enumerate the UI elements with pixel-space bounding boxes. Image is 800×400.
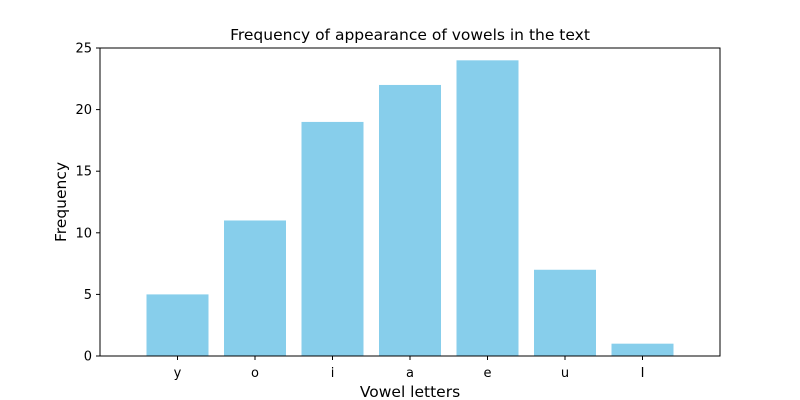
bar-u: [534, 269, 596, 356]
x-tick-label: I: [641, 366, 645, 381]
y-tick-label: 0: [84, 350, 92, 365]
x-axis-label: Vowel letters: [360, 383, 460, 400]
chart-title: Frequency of appearance of vowels in the…: [230, 26, 590, 44]
x-tick-label: e: [484, 366, 492, 381]
bar-i: [301, 121, 364, 356]
y-tick-label: 15: [75, 165, 92, 180]
y-tick-label: 20: [75, 103, 92, 118]
bar-I: [611, 343, 674, 356]
bar-o: [224, 220, 286, 356]
bar-a: [379, 84, 441, 357]
y-tick-label: 10: [75, 226, 92, 241]
y-axis-label: Frequency: [52, 162, 70, 242]
x-tick-label: a: [406, 366, 414, 381]
bar-y: [146, 294, 209, 356]
bar-e: [456, 60, 519, 356]
y-tick-label: 25: [75, 42, 92, 57]
y-tick-label: 5: [84, 288, 92, 303]
x-tick-label: i: [331, 366, 335, 381]
x-tick-label: u: [561, 366, 569, 381]
bars-group: [146, 60, 674, 357]
y-axis-ticks: 0 5 10 15 20 25: [75, 42, 100, 365]
x-tick-label: y: [174, 366, 182, 381]
x-tick-label: o: [251, 366, 259, 381]
